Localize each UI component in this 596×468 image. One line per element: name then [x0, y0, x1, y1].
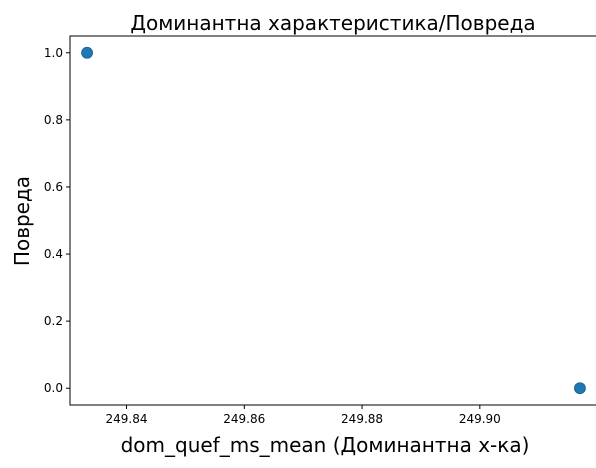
x-axis: 249.84 249.86 249.88 249.90 — [106, 405, 501, 426]
x-tick-label: 249.84 — [106, 412, 148, 426]
y-tick-label: 1.0 — [44, 46, 63, 60]
y-tick-label: 0.4 — [44, 247, 63, 261]
x-tick-label: 249.86 — [223, 412, 265, 426]
plot-area — [69, 35, 596, 406]
y-axis: 0.0 0.2 0.4 0.6 0.8 1.0 — [44, 46, 70, 395]
chart-title: Доминантна характеристика/Повреда — [130, 11, 535, 35]
x-tick-label: 249.90 — [459, 412, 501, 426]
y-tick-label: 0.8 — [44, 113, 63, 127]
y-tick-label: 0.2 — [44, 314, 63, 328]
data-points — [81, 46, 586, 395]
scatter-point — [81, 46, 93, 59]
y-axis-label: Повреда — [10, 176, 34, 266]
x-tick-label: 249.88 — [341, 412, 383, 426]
scatter-point — [574, 382, 586, 395]
y-tick-label: 0.6 — [44, 180, 63, 194]
y-tick-label: 0.0 — [44, 381, 63, 395]
x-axis-label: dom_quef_ms_mean (Доминантна х-ка) — [121, 433, 530, 457]
